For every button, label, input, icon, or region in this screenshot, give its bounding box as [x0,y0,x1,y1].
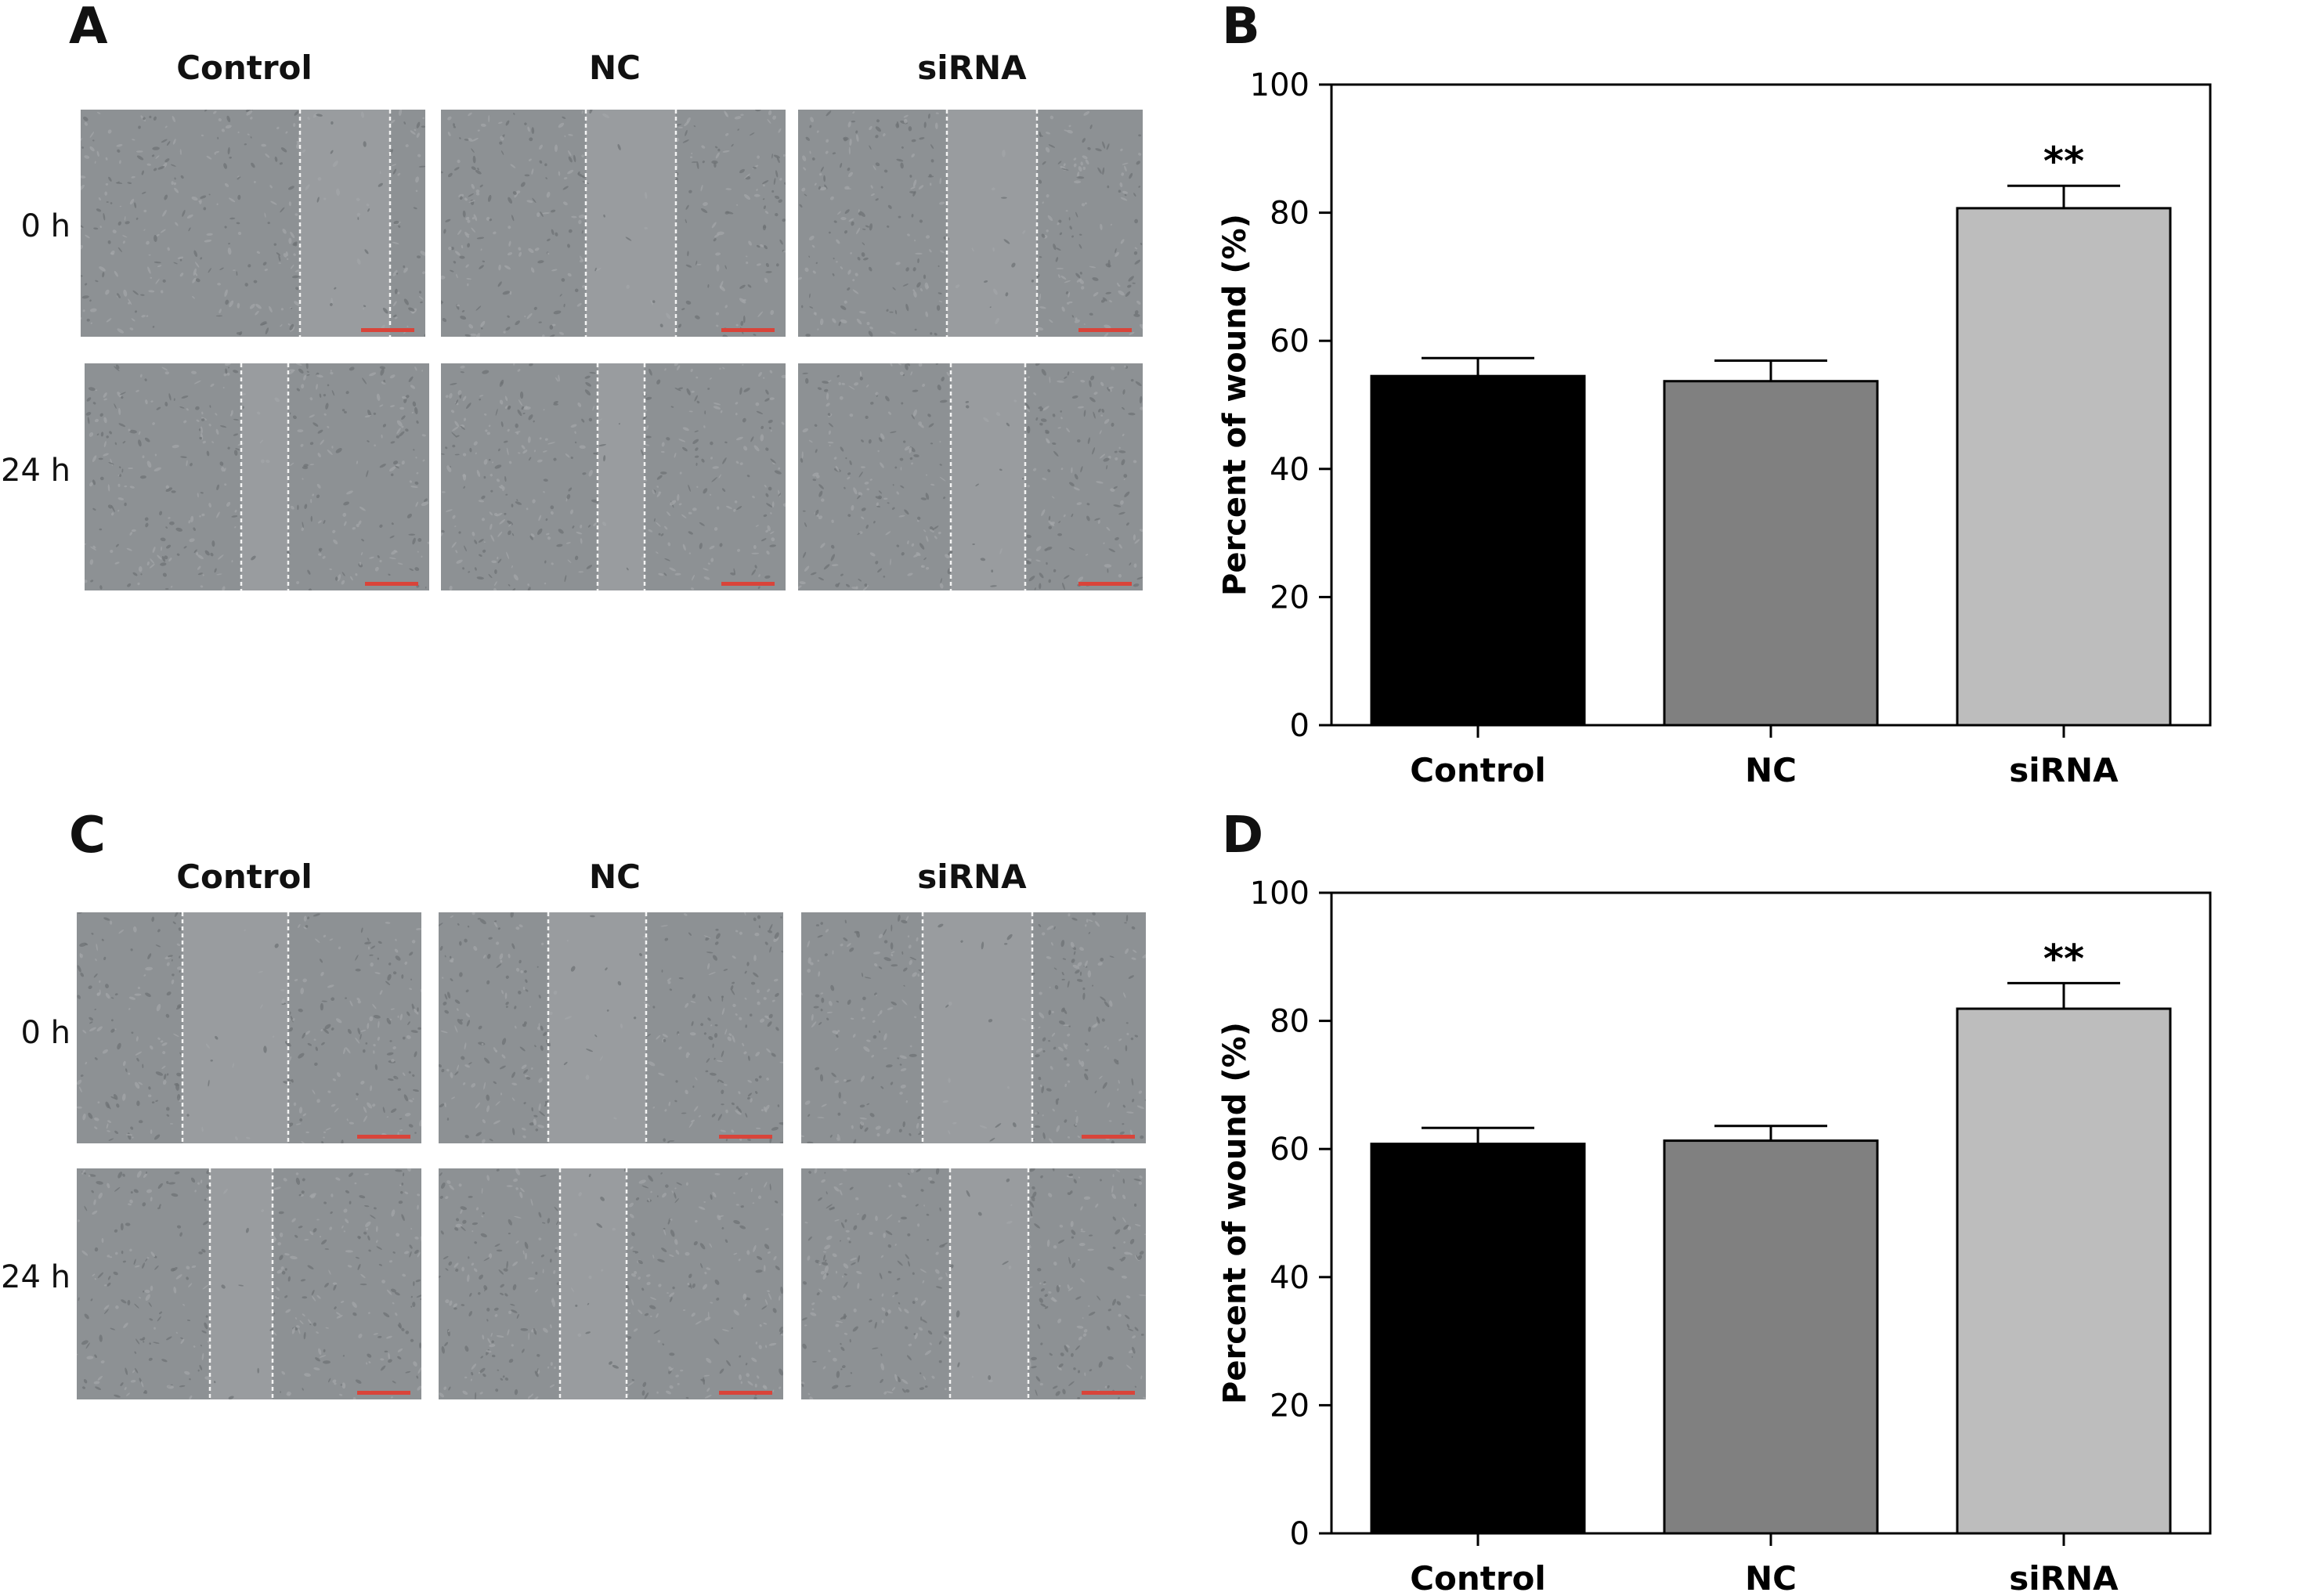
panel-a-letter: A [69,0,108,56]
scale-bar [1082,1135,1135,1139]
panel-a-col-control: Control [176,49,313,87]
panel-a-row-0h: 0 h [20,208,70,244]
x-tick-label: siRNA [2009,1559,2119,1596]
significance-mark: ** [2043,936,2084,981]
scale-bar [357,1135,410,1139]
y-tick-label: 80 [1270,196,1310,232]
significance-mark: ** [2043,139,2084,184]
y-axis-label: Percent of wound (%) [1217,1022,1253,1404]
scale-bar [357,1391,410,1395]
y-tick-label: 100 [1250,876,1310,912]
micrograph-c-sirna-0h [801,912,1146,1143]
scale-bar [1078,328,1132,332]
x-tick-label: siRNA [2009,751,2119,789]
chart-d: 0 20 40 60 80 100 Percent of wound (%) Control N… [1217,876,2212,1596]
panel-c-row-0h: 0 h [20,1015,70,1051]
micrograph-c-nc-24h [439,1168,783,1399]
panel-a-col-sirna: siRNA [917,49,1027,87]
micrograph-a-control-24h [85,363,429,590]
scale-bar [721,582,775,586]
x-tick-label: Control [1410,751,1546,789]
x-tick-label: NC [1745,751,1797,789]
scale-bar [361,328,414,332]
chart-b: 0 20 40 60 80 100 Percent of wound (%) Control N… [1217,67,2212,789]
micrograph-a-control-0h [81,110,425,337]
panel-a-row-24h: 24 h [1,453,70,489]
micrograph-c-nc-0h [439,912,783,1143]
micrograph-a-sirna-0h [798,110,1143,337]
x-tick-label: NC [1745,1559,1797,1596]
y-axis-label: Percent of wound (%) [1217,214,1253,596]
panel-b-letter: B [1222,0,1260,56]
scale-bar [1078,582,1132,586]
y-tick-label: 80 [1270,1004,1310,1040]
bar-sirna [1956,207,2172,727]
panel-c-row-24h: 24 h [1,1259,70,1295]
micrograph-c-control-0h [77,912,421,1143]
y-tick-label: 20 [1270,1388,1310,1424]
scale-bar [719,1391,772,1395]
y-tick-label: 40 [1270,1260,1310,1296]
scale-bar [719,1135,772,1139]
y-tick-label: 60 [1270,1132,1310,1168]
panel-c-letter: C [69,807,106,865]
panel-c-col-sirna: siRNA [917,858,1027,896]
bar-sirna [1956,1007,2172,1535]
y-tick-label: 40 [1270,452,1310,488]
scale-bar [365,582,418,586]
bar-control [1370,1143,1586,1535]
x-tick-label: Control [1410,1559,1546,1596]
scale-bar [721,328,775,332]
panel-c-col-nc: NC [589,858,641,896]
micrograph-a-nc-24h [441,363,786,590]
scale-bar [1082,1391,1135,1395]
y-tick-label: 20 [1270,580,1310,616]
bar-control [1370,374,1586,727]
y-tick-label: 60 [1270,323,1310,359]
bar-nc [1663,1139,1879,1535]
bar-nc [1663,380,1879,727]
micrograph-a-nc-0h [441,110,786,337]
micrograph-a-sirna-24h [798,363,1143,590]
panel-d-letter: D [1222,807,1264,865]
y-tick-label: 0 [1290,1516,1310,1552]
panel-c-col-control: Control [176,858,313,896]
y-tick-label: 0 [1290,708,1310,744]
micrograph-c-control-24h [77,1168,421,1399]
panel-a-col-nc: NC [589,49,641,87]
micrograph-c-sirna-24h [801,1168,1146,1399]
y-tick-label: 100 [1250,67,1310,103]
